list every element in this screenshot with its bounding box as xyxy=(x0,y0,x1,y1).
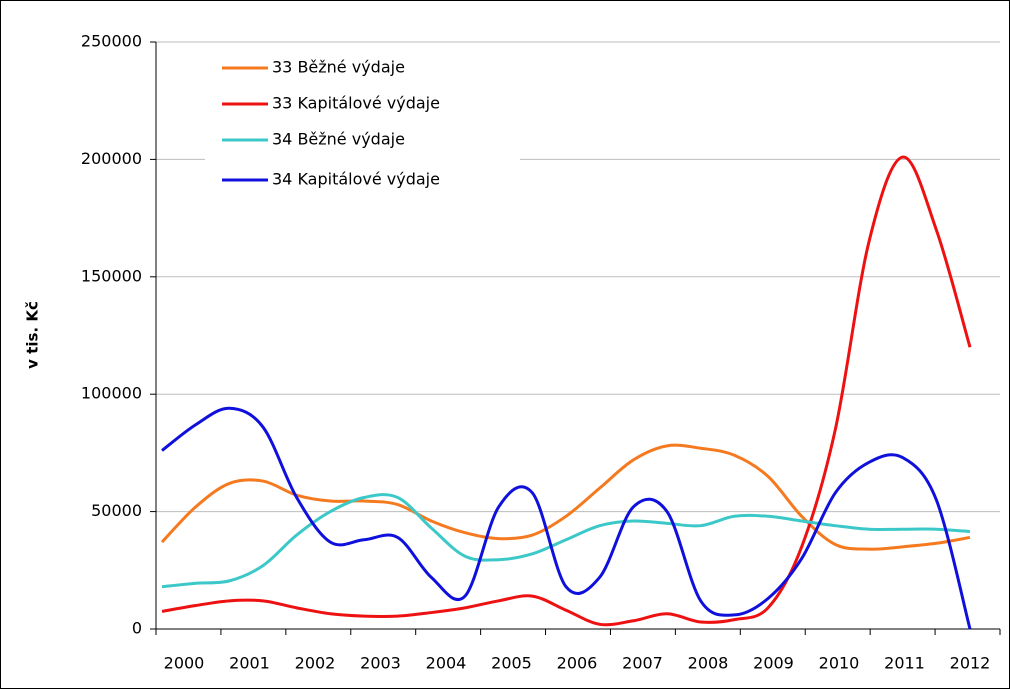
legend-label: 33 Běžné výdaje xyxy=(272,58,405,77)
y-tick-label: 100000 xyxy=(81,384,142,403)
y-tick-label: 50000 xyxy=(91,501,142,520)
y-tick-label: 150000 xyxy=(81,266,142,285)
x-tick-label: 2004 xyxy=(426,654,467,673)
x-tick-label: 2002 xyxy=(295,654,336,673)
x-tick-label: 2001 xyxy=(229,654,270,673)
legend-label: 34 Běžné výdaje xyxy=(272,130,405,149)
legend-label: 33 Kapitálové výdaje xyxy=(272,94,440,113)
x-tick-label: 2012 xyxy=(950,654,991,673)
y-tick-label: 200000 xyxy=(81,149,142,168)
y-tick-label: 250000 xyxy=(81,32,142,51)
y-axis-title: v tis. Kč xyxy=(24,301,42,369)
y-tick-label: 0 xyxy=(132,619,142,638)
legend-box xyxy=(205,50,520,202)
series-line xyxy=(161,406,972,630)
series-line xyxy=(161,493,971,589)
legend-label: 34 Kapitálové výdaje xyxy=(272,170,440,189)
x-tick-label: 2000 xyxy=(164,654,205,673)
series-line xyxy=(161,155,972,627)
x-tick-label: 2009 xyxy=(753,654,794,673)
x-tick-label: 2006 xyxy=(557,654,598,673)
x-tick-label: 2007 xyxy=(622,654,663,673)
x-tick-label: 2008 xyxy=(688,654,729,673)
x-tick-label: 2005 xyxy=(491,654,532,673)
x-tick-label: 2011 xyxy=(884,654,925,673)
x-tick-label: 2003 xyxy=(360,654,401,673)
x-tick-label: 2010 xyxy=(819,654,860,673)
